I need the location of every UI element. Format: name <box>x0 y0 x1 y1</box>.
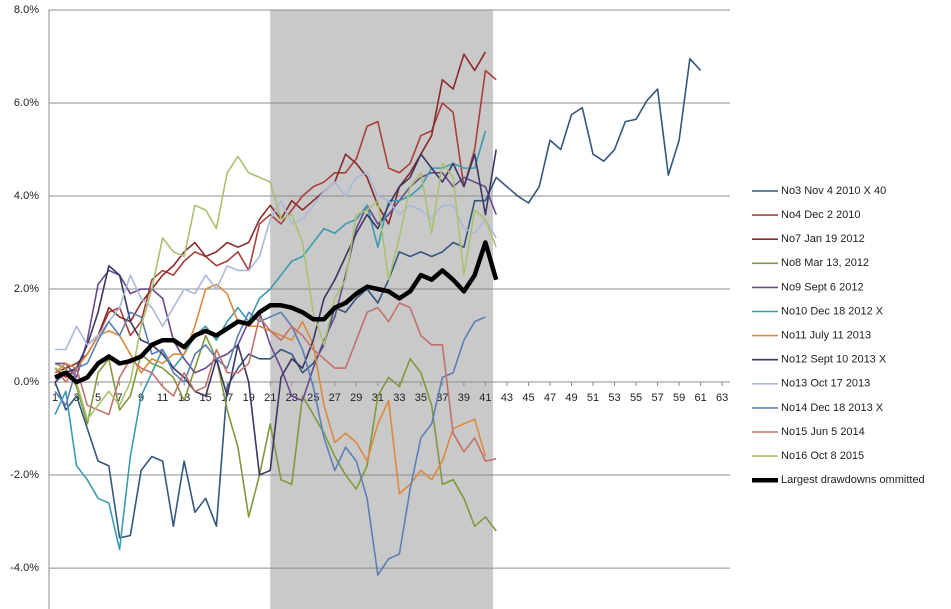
x-tick-label: 45 <box>522 392 534 404</box>
legend-label: No16 Oct 8 2015 <box>781 450 864 462</box>
x-tick-label: 7 <box>117 392 123 404</box>
legend-label: No11 July 11 2013 <box>781 330 871 342</box>
shaded-region <box>270 10 493 609</box>
x-tick-label: 39 <box>458 392 470 404</box>
legend-label: No4 Dec 2 2010 <box>781 209 861 221</box>
legend-label: No13 Oct 17 2013 <box>781 378 870 390</box>
x-tick-label: 51 <box>587 392 599 404</box>
legend-label: No8 Mar 13, 2012 <box>781 257 869 269</box>
x-tick-label: 47 <box>544 392 556 404</box>
y-tick-label: 0.0% <box>14 376 39 388</box>
x-tick-label: 61 <box>695 392 707 404</box>
x-tick-label: 55 <box>630 392 642 404</box>
x-tick-label: 13 <box>178 392 190 404</box>
legend-label: No3 Nov 4 2010 X 40 <box>781 185 886 197</box>
x-tick-label: 11 <box>157 392 168 404</box>
x-tick-label: 21 <box>264 392 276 404</box>
series-line <box>55 171 497 351</box>
y-tick-label: 8.0% <box>14 4 39 16</box>
legend-label: No15 Jun 5 2014 <box>781 426 865 438</box>
series-line <box>54 58 702 539</box>
x-tick-label: 59 <box>673 392 685 404</box>
x-tick-label: 49 <box>565 392 577 404</box>
legend-label: No7 Jan 19 2012 <box>781 233 865 245</box>
x-tick-label: 23 <box>286 392 298 404</box>
x-tick-label: 5 <box>95 392 101 404</box>
series-line <box>54 240 499 385</box>
x-tick-label: 27 <box>329 392 341 404</box>
x-tick-label: 25 <box>307 392 319 404</box>
y-tick-label: 6.0% <box>14 97 39 109</box>
x-tick-label: 37 <box>436 392 448 404</box>
y-tick-label: -4.0% <box>10 562 39 574</box>
legend-label: No14 Dec 18 2013 X <box>781 402 884 414</box>
series-line <box>54 69 497 379</box>
x-tick-label: 53 <box>608 392 620 404</box>
x-tick-label: 33 <box>393 392 405 404</box>
x-tick-label: 29 <box>350 392 362 404</box>
x-tick-label: 1 <box>52 392 58 404</box>
y-tick-label: 2.0% <box>14 283 39 295</box>
series-line <box>54 334 497 532</box>
series-line <box>54 130 487 551</box>
x-tick-label: 41 <box>479 392 491 404</box>
y-tick-label: 4.0% <box>14 190 39 202</box>
legend-label: No9 Sept 6 2012 <box>781 281 864 293</box>
series-line <box>54 311 486 576</box>
legend-label: No10 Dec 18 2012 X <box>781 305 884 317</box>
x-tick-label: 63 <box>716 392 728 404</box>
y-tick-label: -2.0% <box>10 469 39 481</box>
series-line <box>54 155 497 421</box>
x-tick-label: 57 <box>651 392 663 404</box>
legend-label: Largest drawdowns ommitted <box>781 474 925 486</box>
series-line <box>55 171 497 402</box>
series-line <box>54 149 497 476</box>
legend-label: No12 Sept 10 2013 X <box>781 354 887 366</box>
x-tick-label: 35 <box>415 392 427 404</box>
x-tick-label: 19 <box>243 392 255 404</box>
x-tick-label: 43 <box>501 392 513 404</box>
